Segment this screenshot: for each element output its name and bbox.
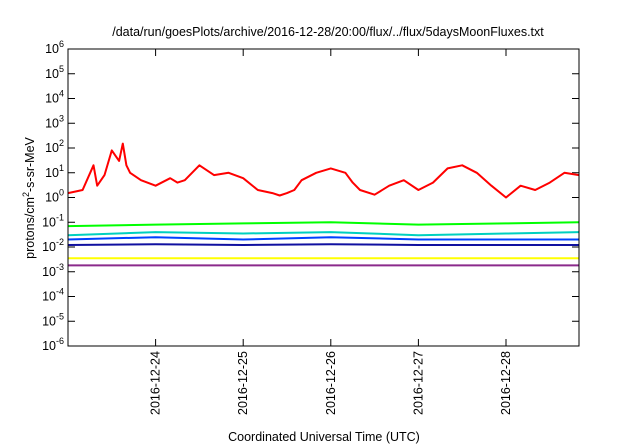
y-tick-label-exp: -5 xyxy=(56,311,64,321)
y-tick-label: 10-1 xyxy=(42,212,64,229)
x-axis-ticks: 2016-12-24 2016-12-25 2016-12-26 2016-12-27… xyxy=(149,49,513,415)
y-tick-label-exp: -6 xyxy=(56,336,64,346)
y-tick-label-base: 10 xyxy=(45,191,59,205)
series-line-3 xyxy=(67,231,580,237)
y-tick-label: 106 xyxy=(45,39,64,56)
y-tick-label-base: 10 xyxy=(42,314,56,328)
y-tick-label: 105 xyxy=(45,64,64,81)
y-tick-label-exp: 2 xyxy=(59,138,64,148)
x-tick-label: 2016-12-25 xyxy=(236,351,250,415)
y-tick-label: 104 xyxy=(45,89,64,106)
y-tick-label-base: 10 xyxy=(42,339,56,353)
x-tick-label: 2016-12-28 xyxy=(499,351,513,415)
y-axis-label-sup: 2 xyxy=(21,192,31,197)
x-axis-label: Coordinated Universal Time (UTC) xyxy=(228,430,420,444)
y-tick-label-base: 10 xyxy=(45,42,59,56)
series-line-4 xyxy=(67,236,579,241)
y-tick-label-exp: 5 xyxy=(59,64,64,74)
y-tick-label-base: 10 xyxy=(42,215,56,229)
y-tick-label-exp: 4 xyxy=(59,89,64,99)
y-axis-label: protons/cm2-s-sr-MeV xyxy=(21,136,37,258)
y-tick-label-exp: -2 xyxy=(56,237,64,247)
chart-title: /data/run/goesPlots/archive/2016-12-28/2… xyxy=(112,25,544,39)
x-tick-label: 2016-12-24 xyxy=(149,351,163,415)
y-tick-label: 101 xyxy=(45,163,64,180)
y-tick-label-exp: -3 xyxy=(56,262,64,272)
series-line-2 xyxy=(67,221,580,228)
y-tick-label-exp: 6 xyxy=(59,39,64,49)
y-tick-label-exp: -4 xyxy=(56,287,64,297)
y-axis-label-rest: -s-sr-MeV xyxy=(23,136,37,192)
x-tick-label: 2016-12-26 xyxy=(324,351,338,415)
y-axis-ticks: 10-610-510-410-310-210-11001011021031041… xyxy=(42,39,579,353)
y-tick-label-exp: 1 xyxy=(59,163,64,173)
y-tick-label-exp: 0 xyxy=(59,188,64,198)
series-line-5 xyxy=(67,243,579,246)
series-group xyxy=(67,142,580,267)
y-tick-label-base: 10 xyxy=(45,116,59,130)
y-tick-label: 103 xyxy=(45,113,64,130)
y-tick-label-base: 10 xyxy=(45,92,59,106)
y-tick-label-base: 10 xyxy=(45,166,59,180)
y-tick-label-base: 10 xyxy=(42,265,56,279)
y-tick-label: 10-3 xyxy=(42,262,64,279)
y-tick-label: 10-6 xyxy=(42,336,64,353)
y-tick-label-base: 10 xyxy=(42,240,56,254)
y-tick-label-base: 10 xyxy=(42,290,56,304)
y-tick-label-base: 10 xyxy=(45,67,59,81)
x-tick-label: 2016-12-27 xyxy=(411,351,425,415)
y-tick-label: 10-5 xyxy=(42,311,64,328)
y-axis-label-base: protons/cm xyxy=(23,197,37,259)
y-tick-label: 10-4 xyxy=(42,287,64,304)
plot-area-frame xyxy=(67,48,580,347)
series-line-1 xyxy=(67,142,580,199)
y-tick-label: 10-2 xyxy=(42,237,64,254)
y-tick-label-exp: -1 xyxy=(56,212,64,222)
y-tick-label-exp: 3 xyxy=(59,113,64,123)
y-tick-label: 102 xyxy=(45,138,64,155)
y-tick-label-base: 10 xyxy=(45,141,59,155)
y-tick-label: 100 xyxy=(45,188,64,205)
